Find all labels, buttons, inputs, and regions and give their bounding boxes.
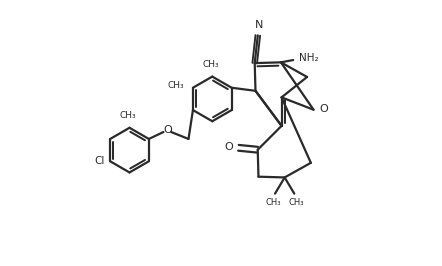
Text: O: O: [319, 104, 328, 114]
Text: O: O: [163, 126, 171, 135]
Text: O: O: [225, 142, 233, 152]
Text: Cl: Cl: [94, 156, 104, 166]
Text: CH₃: CH₃: [168, 81, 184, 90]
Text: CH₃: CH₃: [202, 60, 219, 69]
Text: CH₃: CH₃: [289, 198, 304, 207]
Text: CH₃: CH₃: [265, 198, 281, 207]
Text: N: N: [255, 20, 263, 30]
Text: NH₂: NH₂: [299, 53, 319, 64]
Text: CH₃: CH₃: [119, 111, 136, 120]
